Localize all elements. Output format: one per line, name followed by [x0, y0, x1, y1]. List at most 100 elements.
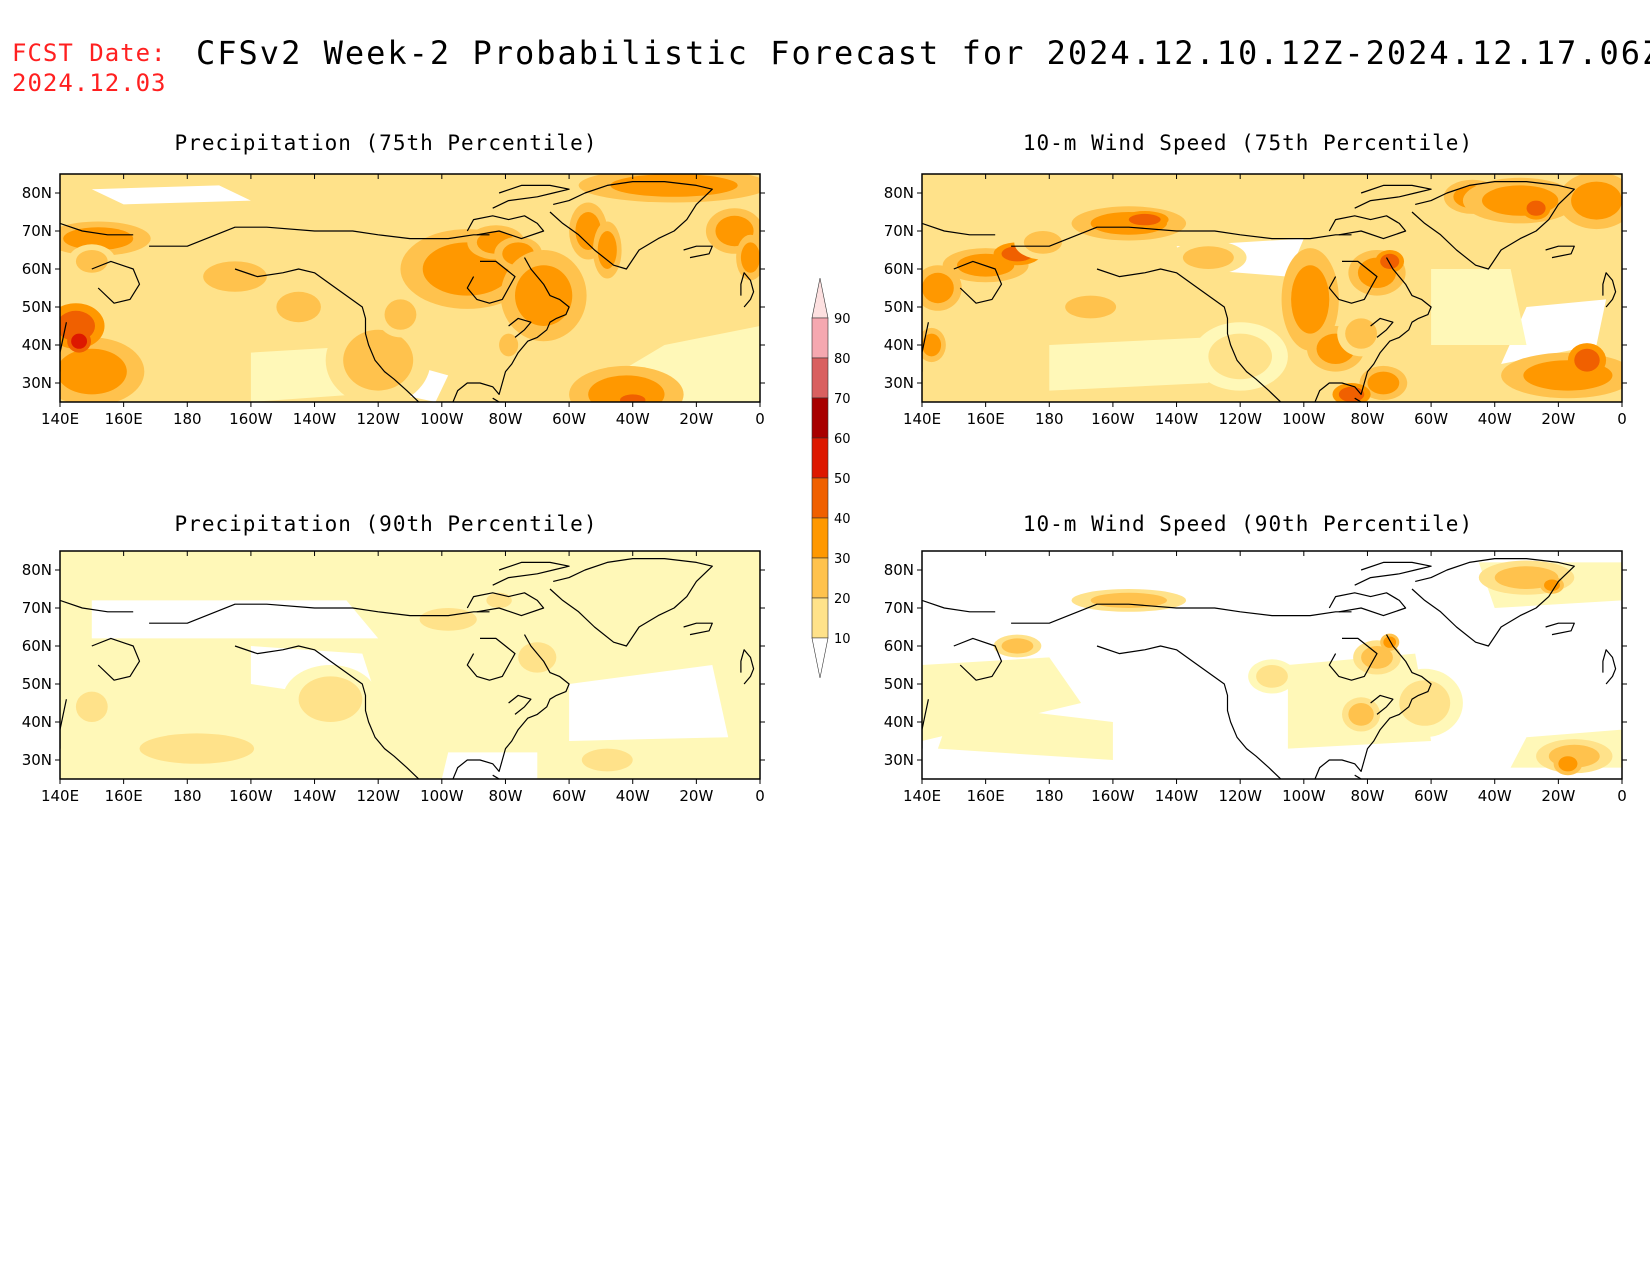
map-shade-blob [203, 261, 267, 292]
lon-label: 140E [903, 410, 941, 428]
map-shade-blob [1182, 246, 1234, 269]
colorbar-bin [811, 357, 829, 399]
map-shade-blob [1544, 579, 1560, 591]
lon-label: 140W [1155, 787, 1199, 805]
map-shade-blob [71, 333, 88, 349]
coastline [1314, 257, 1432, 402]
coastline [492, 184, 570, 209]
coastline [508, 694, 532, 715]
map-shade-region [569, 665, 729, 741]
colorbar-bin [811, 397, 829, 439]
coastline [1354, 774, 1363, 779]
main-title: CFSv2 Week-2 Probabilistic Forecast for … [196, 34, 1650, 72]
coastline [149, 226, 490, 247]
panel-title-precip-75: Precipitation (75th Percentile) [174, 131, 598, 155]
lon-label: 140E [903, 787, 941, 805]
coastline [953, 260, 1003, 304]
coastline [60, 222, 134, 236]
map-shade-blob [384, 299, 417, 330]
map-shade-blob [1361, 646, 1393, 669]
lon-label: 140W [293, 787, 337, 805]
map-shade-blob [1065, 295, 1117, 319]
coastline [922, 222, 996, 236]
map-shade-blob [1128, 213, 1161, 226]
map-shade-blob [75, 691, 108, 722]
map-shade-blob [1526, 200, 1546, 216]
lat-label: 50N [22, 298, 52, 316]
coastline [683, 622, 713, 636]
lat-label: 70N [22, 599, 52, 617]
lat-label: 30N [22, 374, 52, 392]
map-shade-blob [298, 676, 363, 722]
map-shade-blob [597, 231, 617, 269]
coastline [1314, 634, 1432, 779]
lat-label: 70N [884, 222, 914, 240]
colorbar-bin [811, 437, 829, 479]
forecast-date-value: 2024.12.03 [12, 69, 167, 97]
lon-label: 60W [552, 787, 586, 805]
map-shade-region [1049, 337, 1209, 391]
map-panel-precip-75: 140E 160E 180 160W 140W 120W 100W 80W 60W 40W 20W 0… [22, 173, 765, 428]
lon-label: 60W [1414, 410, 1448, 428]
map-shade-region [1431, 269, 1527, 345]
coastline [1096, 645, 1282, 779]
coastline [1011, 603, 1352, 624]
map-frame [59, 550, 761, 780]
colorbar-label: 30 [834, 552, 851, 567]
map-shade-blob [740, 242, 760, 273]
colorbar-bin [811, 557, 829, 599]
lon-label: 120W [1218, 787, 1262, 805]
map-shade-blob [1380, 253, 1400, 269]
coastline [922, 599, 996, 613]
coastline [1354, 397, 1363, 402]
lon-label: 80W [1350, 787, 1384, 805]
lon-label: 100W [1282, 410, 1326, 428]
map-shade-blob [1291, 265, 1330, 334]
map-shade-blob [139, 733, 255, 764]
coastline [953, 637, 1003, 681]
coastline [922, 322, 929, 372]
colorbar-label: 60 [834, 432, 851, 447]
coastline [1545, 622, 1575, 636]
coastline [492, 561, 570, 586]
lat-label: 30N [884, 374, 914, 392]
lon-label: 140W [293, 410, 337, 428]
map-panel-precip-90: 140E 160E 180 160W 140W 120W 100W 80W 60W 40W 20W 0… [22, 550, 765, 805]
map-shade-blob [1399, 680, 1451, 726]
lon-label: 40W [1478, 787, 1512, 805]
colorbar-bin [811, 517, 829, 559]
lon-label: 140W [1155, 410, 1199, 428]
colorbar-label: 90 [834, 312, 851, 327]
map-shade-blob [620, 394, 646, 402]
map-shade-blob [922, 272, 954, 304]
coastline [466, 637, 516, 681]
lon-label: 20W [1541, 410, 1575, 428]
coastline [1354, 184, 1432, 209]
coastline [1328, 215, 1407, 240]
coastline [1370, 694, 1394, 715]
lat-label: 60N [884, 637, 914, 655]
lon-label: 160E [967, 410, 1005, 428]
map-shade-region [91, 185, 251, 205]
lon-label: 160W [229, 787, 273, 805]
lat-label: 70N [22, 222, 52, 240]
lat-label: 60N [22, 637, 52, 655]
map-frame [59, 173, 761, 403]
map-shade-blob [1348, 703, 1374, 726]
lat-label: 50N [884, 298, 914, 316]
map-shade-blob [486, 592, 512, 608]
colorbar-label: 20 [834, 592, 851, 607]
map-shade-blob [1383, 636, 1397, 648]
lat-label: 50N [884, 675, 914, 693]
coastline [1096, 268, 1282, 402]
lon-label: 80W [488, 787, 522, 805]
lon-label: 20W [1541, 787, 1575, 805]
colorbar-label: 80 [834, 352, 851, 367]
colorbar-bin [811, 477, 829, 519]
map-shade-blob [1574, 348, 1600, 372]
lon-label: 20W [679, 787, 713, 805]
lat-label: 70N [884, 599, 914, 617]
coastline [60, 599, 134, 613]
map-shade-blob [518, 642, 557, 673]
coastline [91, 637, 141, 681]
